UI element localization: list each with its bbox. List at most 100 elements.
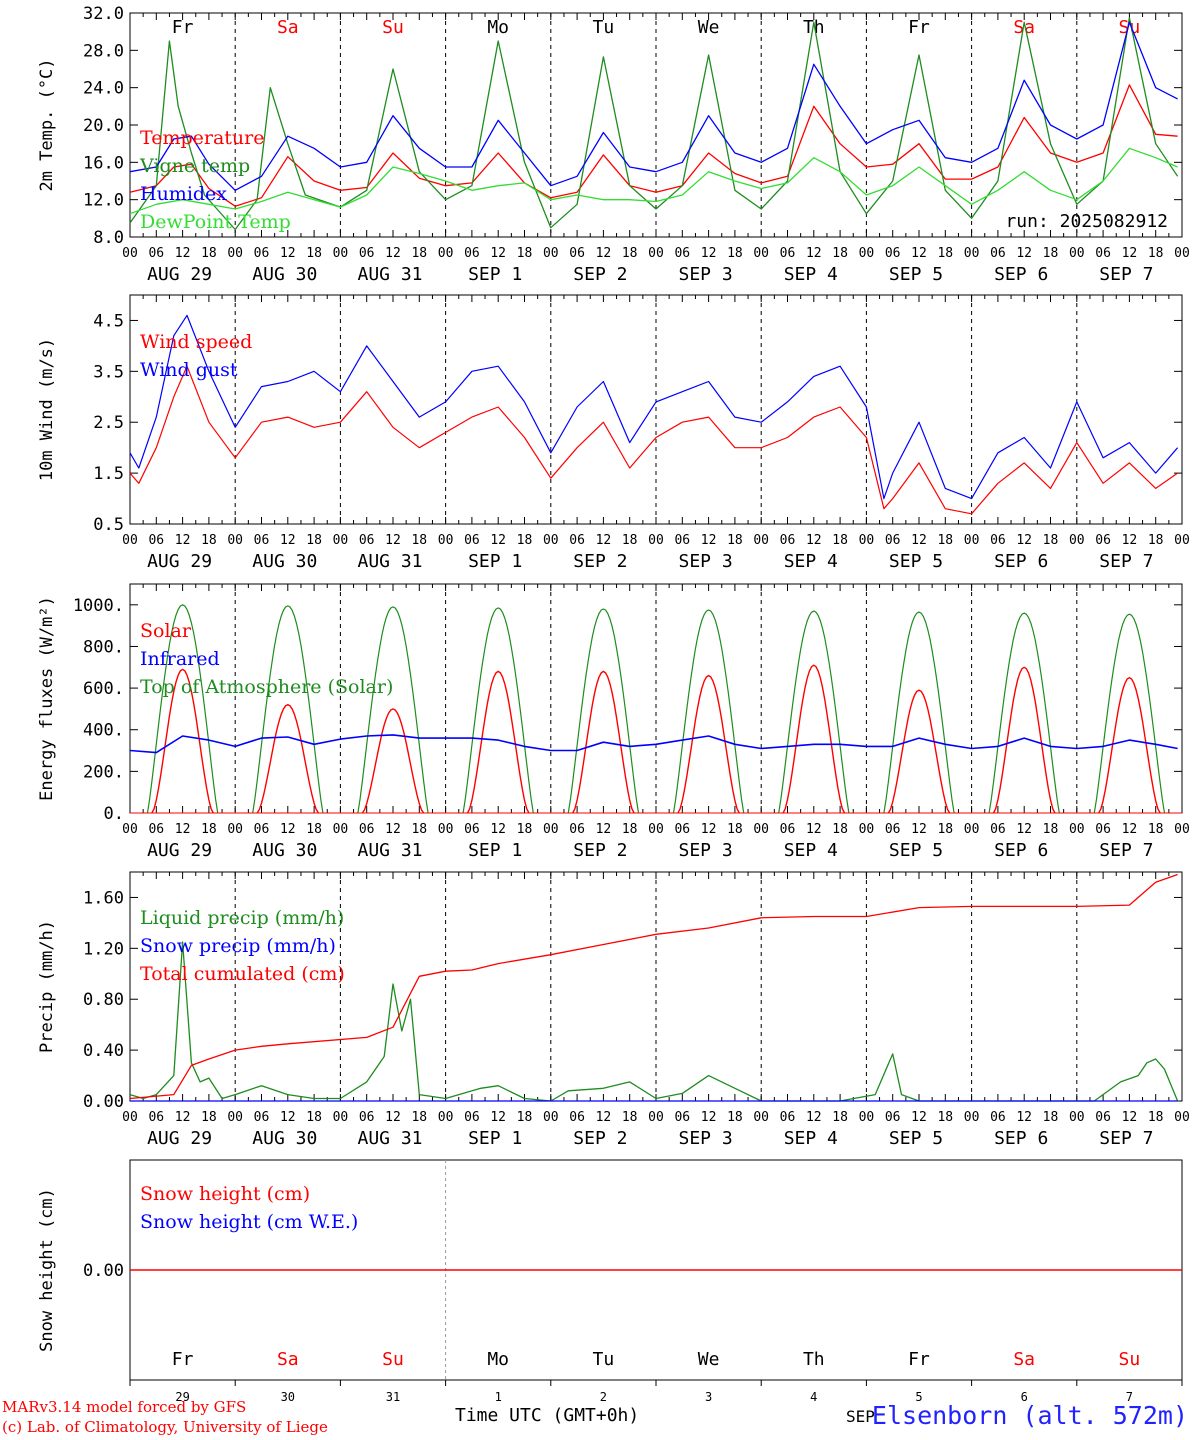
hour-tick-label: 00 — [964, 822, 980, 837]
hour-tick-label: 00 — [438, 533, 454, 548]
hour-tick-label: 12 — [701, 533, 717, 548]
panel-2: 00 06 12 18 00 06 12 18 00 06 12 18 00 06 12 18 00 06 12 18… — [37, 294, 1190, 572]
hour-tick-label: 00 — [543, 1110, 559, 1125]
hour-tick-label: 00 — [753, 246, 769, 261]
legend-total-cumulated-cm-: Total cumulated (cm) — [140, 963, 345, 985]
hour-tick-label: 18 — [201, 822, 217, 837]
hour-tick-label: 06 — [1095, 246, 1111, 261]
weekday-label: Fr — [172, 17, 194, 38]
date-label: SEP 6 — [994, 264, 1048, 285]
hour-tick-label: 12 — [280, 1110, 296, 1125]
hour-tick-label: 00 — [333, 533, 349, 548]
series-solar-day — [572, 670, 635, 814]
series-toa-solar-day — [778, 610, 850, 814]
hour-tick-label: 12 — [280, 822, 296, 837]
hour-tick-label: 18 — [201, 533, 217, 548]
hour-tick-label: 18 — [832, 1110, 848, 1125]
hour-tick-label: 06 — [1095, 822, 1111, 837]
hour-tick-label: 00 — [648, 533, 664, 548]
series-solar-day — [992, 666, 1056, 814]
y-tick-label: 28.0 — [83, 41, 124, 61]
y-tick-label: 1.5 — [93, 464, 124, 484]
series-temperature — [129, 84, 1178, 207]
date-label: SEP 3 — [679, 551, 733, 572]
day-number: 4 — [810, 1390, 817, 1404]
day-number: 7 — [1126, 1390, 1133, 1404]
series-solar-day — [466, 670, 530, 814]
hour-tick-label: 18 — [411, 246, 427, 261]
date-label: SEP 7 — [1099, 551, 1153, 572]
hour-tick-label: 18 — [201, 1110, 217, 1125]
series-toa-solar-day — [462, 607, 534, 814]
hour-tick-label: 18 — [727, 1110, 743, 1125]
hour-tick-label: 06 — [148, 246, 164, 261]
date-label: SEP 2 — [573, 551, 627, 572]
date-label: AUG 31 — [357, 264, 422, 285]
hour-tick-label: 18 — [1148, 822, 1164, 837]
hour-tick-label: 06 — [148, 822, 164, 837]
hour-tick-label: 12 — [385, 246, 401, 261]
series-toa-solar-day — [252, 605, 324, 814]
day-number: 31 — [386, 1390, 400, 1404]
hour-tick-label: 06 — [885, 1110, 901, 1125]
hour-tick-label: 18 — [306, 822, 322, 837]
hour-tick-label: 00 — [438, 246, 454, 261]
date-label: SEP 3 — [679, 1128, 733, 1149]
hour-tick-label: 18 — [937, 1110, 953, 1125]
hour-tick-label: 12 — [1016, 533, 1032, 548]
hour-tick-label: 12 — [490, 822, 506, 837]
legend-snow-precip-mm-h-: Snow precip (mm/h) — [140, 935, 336, 957]
hour-tick-label: 06 — [569, 822, 585, 837]
hour-tick-label: 12 — [701, 1110, 717, 1125]
legend-dewpoint-temp: DewPoint Temp — [140, 211, 291, 233]
hour-tick-label: 18 — [622, 533, 638, 548]
hour-tick-label: 12 — [911, 1110, 927, 1125]
date-label: SEP 3 — [679, 264, 733, 285]
hour-tick-label: 06 — [464, 1110, 480, 1125]
date-label: SEP 7 — [1099, 840, 1153, 861]
y-tick-label: 0.00 — [83, 1261, 124, 1281]
series-total-cumulated-cm- — [129, 873, 1178, 1100]
hour-tick-label: 06 — [254, 822, 270, 837]
hour-tick-label: 00 — [964, 533, 980, 548]
hour-tick-label: 12 — [1122, 1110, 1138, 1125]
day-number: 29 — [175, 1390, 189, 1404]
y-tick-label: 2.5 — [93, 413, 124, 433]
hour-tick-label: 18 — [937, 822, 953, 837]
date-label: AUG 30 — [252, 551, 317, 572]
hour-tick-label: 06 — [254, 1110, 270, 1125]
weekday-label: Fr — [908, 17, 930, 38]
month-fragment: SEP — [846, 1407, 875, 1426]
hour-tick-label: 18 — [517, 246, 533, 261]
hour-tick-label: 00 — [122, 822, 138, 837]
hour-tick-label: 18 — [306, 533, 322, 548]
date-label: SEP 5 — [889, 264, 943, 285]
hour-tick-label: 06 — [359, 1110, 375, 1125]
hour-tick-label: 12 — [596, 822, 612, 837]
hour-tick-label: 00 — [122, 246, 138, 261]
series-toa-solar-day — [357, 606, 429, 814]
time-axis-label: Time UTC (GMT+0h) — [455, 1405, 640, 1426]
legend-temperature: Temperature — [140, 127, 264, 149]
hour-tick-label: 06 — [885, 822, 901, 837]
hour-tick-label: 18 — [622, 1110, 638, 1125]
day-number: 3 — [705, 1390, 712, 1404]
series-dewpoint-temp — [129, 147, 1178, 215]
series-solar-day — [256, 703, 320, 814]
hour-tick-label: 00 — [964, 1110, 980, 1125]
y-tick-label: 16.0 — [83, 153, 124, 173]
hour-tick-label: 06 — [569, 533, 585, 548]
hour-tick-label: 06 — [780, 533, 796, 548]
hour-tick-label: 12 — [280, 246, 296, 261]
legend-solar: Solar — [140, 620, 192, 642]
date-label: SEP 2 — [573, 840, 627, 861]
date-label: AUG 30 — [252, 1128, 317, 1149]
hour-tick-label: 18 — [411, 1110, 427, 1125]
y-tick-label: 800. — [83, 637, 124, 657]
legend-humidex: Humidex — [140, 183, 227, 205]
date-label: SEP 6 — [994, 551, 1048, 572]
panel-5: 0.00 Snow height (cm) Snow height (cm) Snow… — [37, 1159, 1183, 1404]
hour-tick-label: 12 — [806, 246, 822, 261]
date-label: AUG 30 — [252, 840, 317, 861]
panel-3: 00 06 12 18 00 06 12 18 00 06 12 18 00 06 12 18 00 06 12 18… — [37, 583, 1190, 861]
